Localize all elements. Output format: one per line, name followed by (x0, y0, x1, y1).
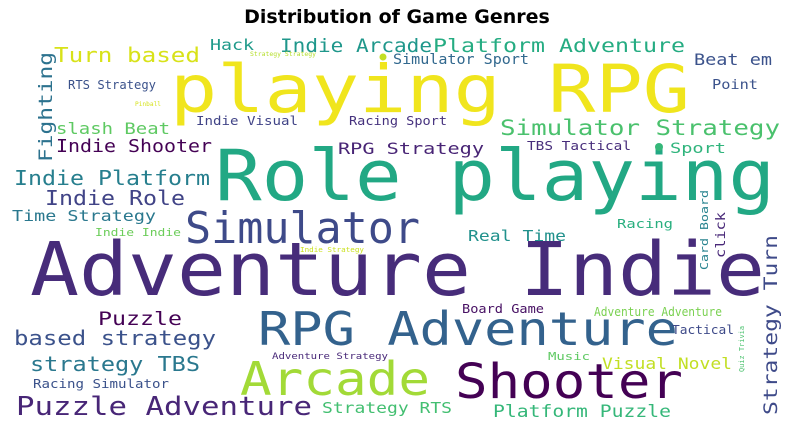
word-indie-arcade: Indie Arcade (280, 35, 432, 57)
word-indie-role: Indie Role (45, 186, 185, 210)
word-point: Point (712, 78, 758, 93)
word-playing-rpg: playing RPG (170, 51, 690, 128)
word-rpg-adventure: RPG Adventure (258, 302, 678, 356)
word-turn-based: Turn based (54, 43, 200, 67)
word-simulator: Simulator (185, 203, 420, 254)
word-racing-simulator: Racing Simulator (33, 377, 169, 391)
word-simulator-strategy: Simulator Strategy (500, 116, 780, 140)
word-adventure-adventure: Adventure Adventure (594, 305, 722, 319)
word-tbs-tactical: TBS Tactical (527, 139, 631, 153)
word-sport: Sport (670, 141, 726, 157)
word-platform-puzzle: Platform Puzzle (493, 402, 671, 422)
word-strategy-turn: Strategy Turn (760, 235, 782, 415)
word-real-time: Real Time (468, 227, 566, 245)
word-puzzle: Puzzle (98, 308, 182, 330)
word-arcade: Arcade (240, 352, 430, 406)
word-adventure-indie: Adventure Indie (30, 227, 765, 313)
word-platform-adventure: Platform Adventure (433, 35, 685, 57)
word-adventure-strategy: Adventure Strategy (272, 352, 389, 362)
word-music: Music (548, 350, 590, 363)
word-puzzle-adventure: Puzzle Adventure (16, 392, 312, 422)
word-indie-visual: Indie Visual (196, 114, 298, 128)
word-rpg-strategy: RPG Strategy (338, 139, 484, 158)
word-role-playing: Role playing (215, 135, 775, 217)
word-shooter: Shooter (455, 354, 683, 410)
cloud-dot (379, 53, 387, 61)
word-card-board: Card Board (698, 190, 711, 270)
word-tactical: Tactical (672, 323, 734, 337)
word-strategy-rts: Strategy RTS (322, 399, 452, 417)
word-fighting: Fighting (35, 52, 57, 162)
word-slash-beat: slash Beat (56, 119, 170, 138)
word-indie-strategy: Indie Strategy (300, 246, 364, 254)
word-rts-strategy: RTS Strategy (68, 78, 156, 92)
word-based-strategy: based strategy (14, 326, 216, 350)
word-racing-sport: Racing Sport (349, 114, 447, 128)
word-racing: Racing (617, 217, 673, 231)
word-quiz-trivia: Quiz Trivia (738, 326, 746, 372)
word-beat-em: Beat em (694, 50, 772, 69)
word-visual-novel: Visual Novel (602, 354, 732, 373)
word-hack: Hack (210, 36, 254, 54)
word-simulator-sport: Simulator Sport (393, 52, 529, 68)
word-click: click (714, 212, 729, 258)
cloud-dot (655, 143, 663, 151)
word-indie-indie: Indie Indie (95, 226, 181, 239)
word-pinball: Pinball (135, 101, 161, 108)
word-time-strategy: Time Strategy (12, 207, 156, 225)
word-strategy-tbs: strategy TBS (30, 352, 200, 376)
word-indie-shooter: Indie Shooter (56, 136, 212, 157)
word-strategy-strategy: Strategy Strategy (250, 51, 316, 58)
word-indie-platform: Indie Platform (14, 166, 210, 190)
chart-title: Distribution of Game Genres (244, 6, 550, 28)
word-board-game: Board Game (462, 302, 544, 316)
